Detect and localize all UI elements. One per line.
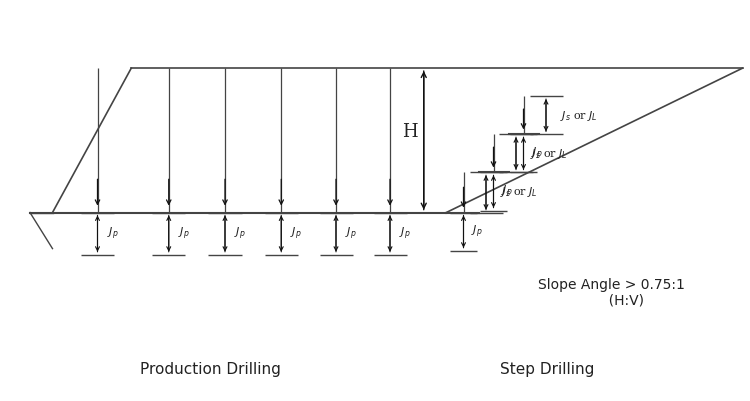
Text: $J_p$: $J_p$ — [501, 183, 513, 200]
Text: $J_p$: $J_p$ — [531, 145, 543, 162]
Text: Production Drilling: Production Drilling — [140, 362, 280, 377]
Text: $J_p$: $J_p$ — [178, 225, 190, 242]
Text: $J_s$ or $J_L$: $J_s$ or $J_L$ — [530, 148, 567, 161]
Text: $J_s$ or $J_L$: $J_s$ or $J_L$ — [560, 109, 597, 123]
Text: $J_p$: $J_p$ — [290, 225, 302, 242]
Text: $J_p$: $J_p$ — [471, 223, 483, 240]
Text: H: H — [403, 124, 418, 141]
Text: Slope Angle > 0.75:1
       (H:V): Slope Angle > 0.75:1 (H:V) — [538, 277, 685, 308]
Text: $J_p$: $J_p$ — [106, 225, 118, 242]
Text: $J_s$ or $J_L$: $J_s$ or $J_L$ — [500, 186, 537, 199]
Text: $J_p$: $J_p$ — [399, 225, 411, 242]
Text: Step Drilling: Step Drilling — [500, 362, 595, 377]
Text: $J_p$: $J_p$ — [234, 225, 246, 242]
Text: $J_p$: $J_p$ — [345, 225, 357, 242]
